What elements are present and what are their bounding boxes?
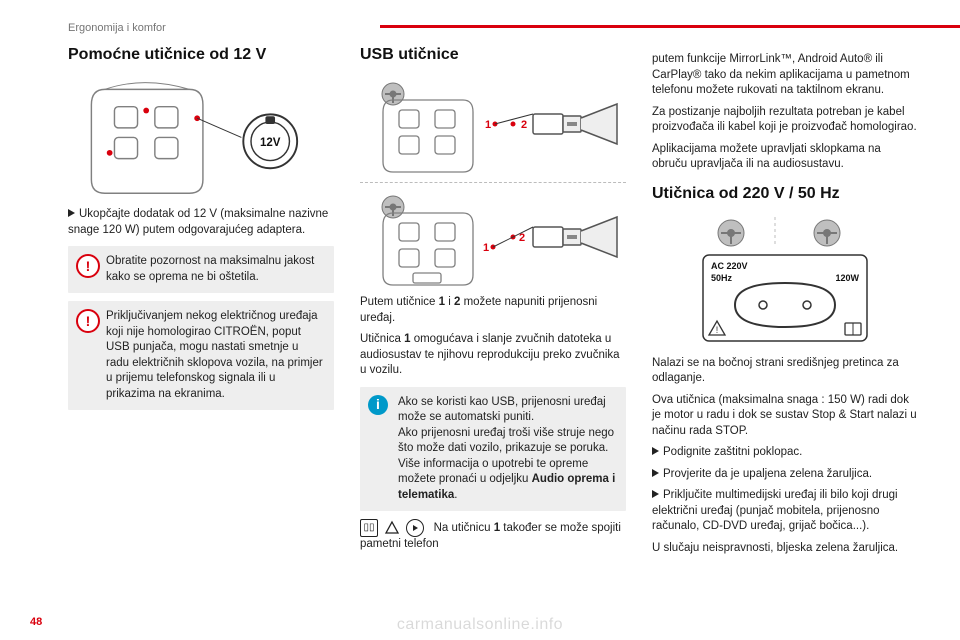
svg-text:1: 1 [485, 119, 491, 131]
col1-title: Pomoćne utičnice od 12 V [68, 46, 334, 64]
t: i [445, 296, 454, 308]
svg-text:50Hz: 50Hz [711, 273, 733, 283]
col2-p2: Utičnica 1 omogućava i slanje zvučnih da… [360, 332, 626, 379]
page: Ergonomija i komfor Pomoćne utičnice od … [0, 0, 960, 640]
col3-b3: Priključite multimedijski uređaj ili bil… [652, 488, 918, 535]
triangle-bullet-icon [652, 490, 659, 498]
diagram-usb-bottom: 1 2 [360, 187, 626, 287]
svg-text:120W: 120W [835, 273, 859, 283]
t: . [454, 489, 457, 501]
svg-text:AC 220V: AC 220V [711, 261, 748, 271]
col1-warn2: ! Priključivanjem nekog električnog uređ… [68, 301, 334, 410]
col3-p2: Za postizanje najboljih rezultata potreb… [652, 105, 918, 136]
col3-p1: putem funkcije MirrorLink™, Android Auto… [652, 52, 918, 99]
t: Podignite zaštitni poklopac. [663, 446, 802, 458]
androidauto-icon [384, 520, 400, 536]
diagram-12v: 12V [68, 74, 334, 199]
col3-p6: U slučaju neispravnosti, bljeska zelena … [652, 541, 918, 557]
col3-b1: Podignite zaštitni poklopac. [652, 445, 918, 461]
t: Priključite multimedijski uređaj ili bil… [652, 489, 898, 532]
col2-p1: Putem utičnice 1 i 2 možete napuniti pri… [360, 295, 626, 326]
col3-title: Utičnica od 220 V / 50 Hz [652, 185, 918, 203]
columns: Pomoćne utičnice od 12 V [68, 46, 918, 606]
col3-p4: Nalazi se na bočnoj strani središnjeg pr… [652, 356, 918, 387]
triangle-bullet-icon [652, 447, 659, 455]
diagram-usb-top: 1 2 [360, 74, 626, 174]
diagram-220v: AC 220V 50Hz 120W ! [652, 213, 918, 348]
col1-warn1: ! Obratite pozornost na maksimalnu jakos… [68, 246, 334, 293]
t: Ako se koristi kao USB, prijenosni uređa… [398, 396, 606, 424]
col3-p5: Ova utičnica (maksimalna snaga : 150 W) … [652, 393, 918, 440]
warning-icon: ! [76, 254, 100, 278]
triangle-bullet-icon [68, 209, 75, 217]
section-label: Ergonomija i komfor [68, 22, 918, 34]
col1-p1-text: Ukopčajte dodatak od 12 V (maksimalne na… [68, 208, 328, 236]
col3-p3: Aplikacijama možete upravljati sklopkama… [652, 142, 918, 173]
t: Putem utičnice [360, 296, 439, 308]
col-3: putem funkcije MirrorLink™, Android Auto… [652, 46, 918, 606]
t: Ako prijenosni uređaj troši više struje … [398, 427, 614, 455]
col-2: USB utičnice [360, 46, 626, 606]
col2-title: USB utičnice [360, 46, 626, 64]
svg-text:2: 2 [521, 119, 527, 131]
col2-info: i Ako se koristi kao USB, prijenosni ure… [360, 387, 626, 512]
col-1: Pomoćne utičnice od 12 V [68, 46, 334, 606]
col1-warn1-text: Obratite pozornost na maksimalnu jakost … [106, 255, 314, 283]
t: Provjerite da je upaljena zelena žarulji… [663, 468, 872, 480]
t: Utičnica [360, 333, 404, 345]
col3-b2: Provjerite da je upaljena zelena žarulji… [652, 467, 918, 483]
phone-icons-row: ▯▯ [360, 519, 424, 537]
triangle-bullet-icon [652, 469, 659, 477]
col1-warn2-text: Priključivanjem nekog električnog uređaj… [106, 310, 323, 400]
t: Na utičnicu [434, 522, 494, 534]
label-12v: 12V [260, 137, 281, 149]
col2-footer: ▯▯ Na utičnicu 1 također se može spojiti… [360, 519, 626, 553]
svg-text:!: ! [716, 325, 719, 335]
watermark: carmanualsonline.info [0, 616, 960, 634]
carplay-icon [406, 519, 424, 537]
dashed-divider [360, 182, 626, 183]
col1-p1: Ukopčajte dodatak od 12 V (maksimalne na… [68, 207, 334, 238]
warning-icon: ! [76, 309, 100, 333]
svg-text:1: 1 [483, 242, 489, 254]
info-icon: i [368, 395, 388, 415]
mirrorlink-icon: ▯▯ [360, 519, 378, 537]
